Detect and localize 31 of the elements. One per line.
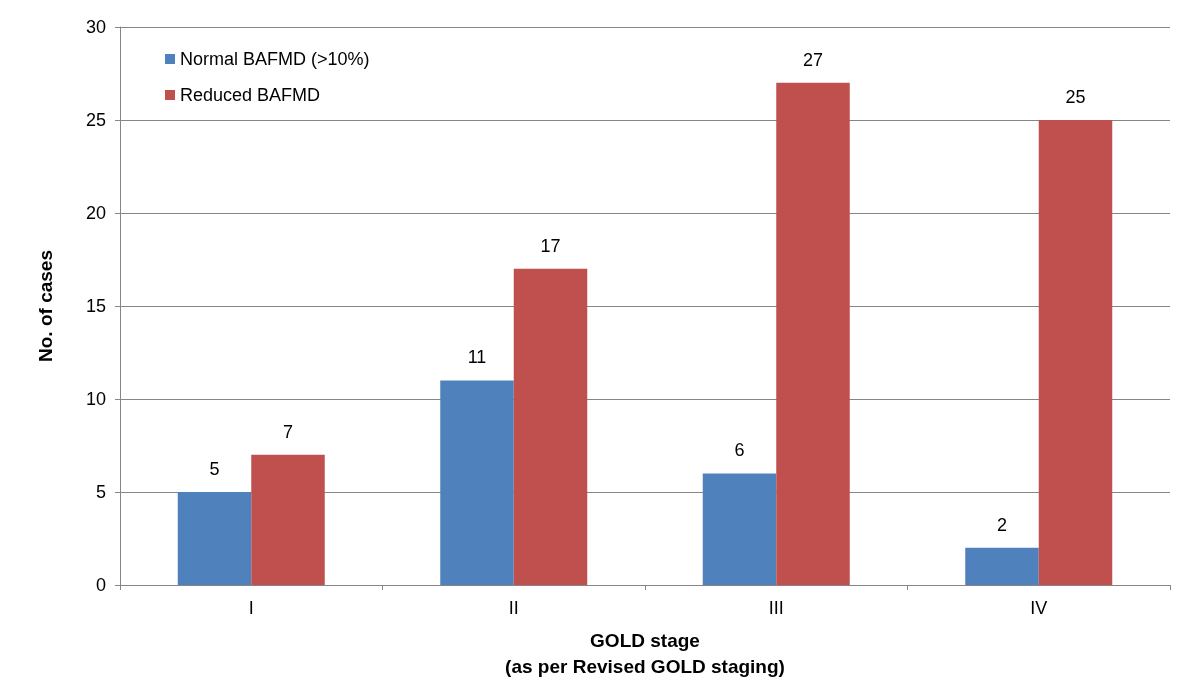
x-axis-title: GOLD stage (as per Revised GOLD staging)	[505, 629, 785, 677]
data-label: 17	[540, 235, 561, 256]
y-tick-label: 15	[85, 296, 106, 316]
legend-label: Reduced BAFMD	[180, 85, 321, 105]
bar	[251, 454, 325, 585]
y-tick-label: 0	[95, 575, 106, 595]
y-tick-label: 5	[95, 482, 106, 502]
data-label: 11	[467, 347, 487, 368]
y-axis-title: No. of cases	[35, 250, 56, 362]
data-label: 7	[282, 421, 294, 442]
x-tick-label: IV	[1030, 598, 1048, 618]
legend-label: Normal BAFMD (>10%)	[180, 49, 370, 69]
y-tick-label: 30	[85, 17, 106, 37]
y-tick-label: 20	[85, 203, 106, 223]
bar	[965, 547, 1039, 585]
data-label: 2	[996, 514, 1008, 535]
bar	[177, 492, 252, 585]
x-tick-label: I	[248, 598, 254, 618]
data-label: 27	[802, 49, 824, 70]
bar	[702, 473, 777, 585]
y-tick-label: 10	[85, 389, 106, 409]
bar	[513, 268, 588, 585]
y-tick-label: 25	[85, 110, 106, 130]
x-tick-label: III	[768, 598, 784, 618]
bar	[440, 380, 514, 585]
bar	[1038, 120, 1113, 585]
bar	[776, 82, 850, 585]
data-label: 6	[734, 440, 745, 461]
x-tick-label: II	[508, 598, 519, 618]
data-label: 5	[209, 459, 220, 479]
data-label: 25	[1065, 87, 1086, 107]
